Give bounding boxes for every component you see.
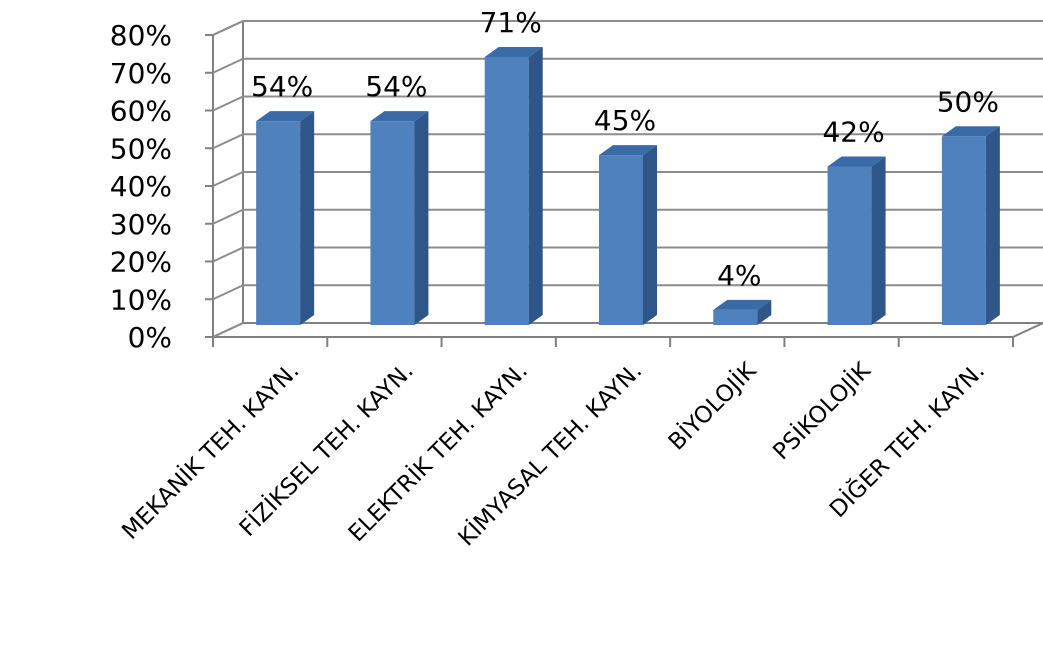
bar-front	[713, 309, 758, 325]
y-tick-label: 10%	[110, 283, 172, 316]
side-gridline	[212, 208, 244, 225]
bar-side	[871, 156, 886, 325]
bar	[484, 46, 543, 325]
bar-side	[528, 46, 543, 325]
side-gridline	[212, 171, 244, 187]
bar-top	[713, 299, 772, 310]
bar-side	[643, 145, 657, 325]
bar-front	[827, 166, 872, 325]
data-label: 71%	[480, 6, 542, 39]
bar-top	[256, 111, 315, 122]
data-label: 54%	[251, 70, 313, 103]
y-axis-ticks: 0% 10% 20% 30% 40% 50% 60% 70% 80%	[110, 19, 172, 354]
x-axis-ticks: MEKANİK TEH. KAYN.FİZİKSEL TEH. KAYN.ELE…	[116, 356, 990, 552]
data-label: 42%	[822, 115, 884, 148]
side-gridline	[212, 284, 244, 301]
bar	[256, 111, 315, 326]
bar-top	[484, 46, 543, 57]
chart-floor	[212, 322, 1043, 338]
side-gridline	[212, 95, 244, 112]
bar-front	[256, 121, 301, 326]
data-label: 45%	[594, 104, 656, 137]
data-label: 4%	[717, 259, 761, 292]
y-tick-label: 80%	[110, 19, 172, 52]
data-labels: 54% 54% 71% 45% 4% 42% 50%	[251, 6, 999, 292]
data-label: 54%	[365, 70, 427, 103]
y-tick-label: 0%	[128, 321, 172, 354]
x-tick-label: BİYOLOJİK	[662, 356, 762, 456]
y-tick-label: 40%	[110, 170, 172, 203]
bar-side	[985, 126, 1000, 325]
y-tick-label: 70%	[110, 57, 172, 90]
bar	[713, 299, 772, 325]
side-gridline	[212, 246, 244, 263]
x-tick-label: KİMYASAL TEH. KAYN.	[452, 356, 647, 551]
data-label: 50%	[937, 85, 999, 118]
bar	[941, 126, 1000, 325]
bar-top	[827, 156, 886, 167]
bar	[370, 111, 429, 326]
bar	[827, 156, 886, 325]
y-tick-label: 20%	[110, 246, 172, 279]
bar-top	[599, 145, 657, 156]
bar-top	[941, 126, 1000, 137]
x-tick-label: PSİKOLOJİK	[767, 356, 876, 465]
bar-front	[941, 136, 986, 325]
bar-side	[414, 111, 429, 326]
y-tick-label: 50%	[110, 132, 172, 165]
bar-front	[599, 155, 643, 325]
y-tick-label: 60%	[110, 95, 172, 128]
bar-side	[757, 299, 772, 325]
side-gridline	[212, 57, 244, 74]
side-gridline	[212, 20, 244, 36]
bar-side	[300, 111, 315, 326]
side-gridline	[212, 322, 244, 338]
bar-front	[484, 56, 529, 325]
bar-top	[370, 111, 429, 122]
y-tick-label: 30%	[110, 208, 172, 241]
bar-front	[370, 121, 415, 326]
side-gridline	[212, 133, 244, 150]
bars	[256, 46, 1000, 326]
bar	[599, 145, 657, 325]
